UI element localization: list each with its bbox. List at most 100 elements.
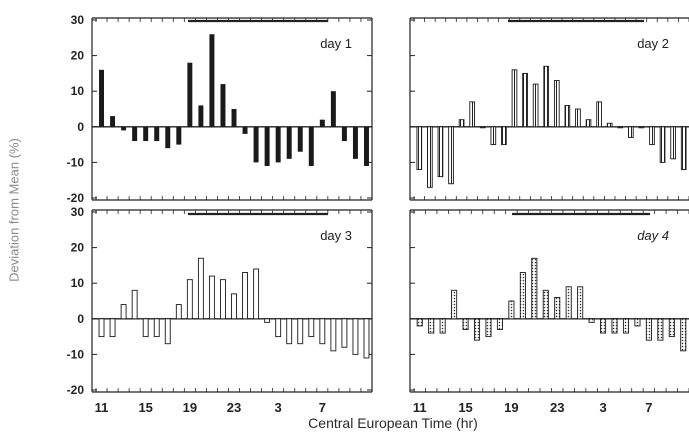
bar: [606, 122, 613, 128]
bar: [439, 318, 446, 334]
bar: [319, 119, 325, 127]
bar: [209, 34, 215, 127]
panel-title: day 1: [320, 36, 352, 51]
bar: [428, 318, 435, 334]
chart-panel-1: 30 20 10 0 -10 -20 day 1: [67, 13, 373, 205]
bar: [670, 126, 676, 160]
bar: [175, 304, 182, 320]
bar: [264, 318, 271, 323]
bar: [634, 318, 641, 327]
x-tick-label: 23: [550, 400, 564, 415]
bar: [462, 318, 469, 330]
bar: [220, 84, 226, 127]
bar: [153, 318, 160, 338]
bar: [275, 126, 281, 163]
y-tick-label: 30: [71, 13, 85, 27]
bar: [611, 318, 618, 334]
bar: [253, 268, 260, 320]
bar: [231, 293, 237, 320]
bar: [496, 318, 503, 330]
y-tick-label: -20: [67, 191, 85, 205]
x-tick-label: 3: [275, 400, 282, 415]
bar: [131, 289, 138, 320]
x-tick-label: 11: [95, 400, 109, 415]
bar: [473, 318, 481, 341]
bar: [451, 289, 458, 320]
bar: [645, 318, 652, 341]
y-tick-label: -20: [67, 383, 85, 397]
bar: [187, 62, 193, 127]
bar: [308, 126, 314, 166]
bar: [143, 126, 149, 142]
bar: [600, 318, 607, 334]
bar: [198, 105, 204, 127]
x-tick-label: 3: [599, 400, 606, 415]
bar: [649, 126, 655, 146]
bar: [680, 126, 687, 170]
bar: [448, 126, 454, 185]
bar: [565, 286, 572, 320]
bar: [98, 318, 105, 338]
bar: [352, 126, 358, 159]
y-tick-label: 20: [71, 49, 85, 63]
x-tick-label: 15: [458, 400, 472, 415]
bar: [522, 72, 528, 128]
bar: [469, 101, 476, 128]
bar: [554, 296, 561, 320]
bar: [585, 119, 592, 128]
bar: [553, 80, 560, 128]
bar: [416, 318, 423, 327]
bar: [668, 318, 675, 338]
bar: [508, 300, 515, 320]
bar: [220, 279, 226, 320]
y-tick-label: 10: [71, 84, 85, 98]
bar: [577, 286, 584, 320]
chart-panel-3: 30 20 10 0 -10 -20 11 15 19 23 3 7 day 3: [67, 205, 373, 415]
bar: [680, 318, 687, 352]
bar: [142, 318, 149, 338]
bar: [622, 318, 630, 334]
bar: [176, 126, 182, 145]
x-tick-label: 19: [183, 400, 197, 415]
y-tick-label: 0: [77, 312, 84, 326]
bar: [286, 126, 292, 159]
bar: [275, 318, 282, 338]
bar: [479, 126, 486, 129]
bar: [154, 126, 160, 142]
bar: [253, 126, 259, 163]
bar: [197, 257, 204, 320]
bar: [532, 83, 539, 128]
bar: [543, 65, 550, 128]
bar: [427, 126, 433, 188]
bar: [588, 318, 595, 323]
bar: [297, 126, 303, 152]
bar: [109, 318, 116, 338]
x-axis-label: Central European Time (hr): [308, 415, 478, 431]
bar: [186, 279, 193, 320]
panel-title: day 4: [637, 228, 669, 243]
bar: [511, 69, 518, 128]
bar: [121, 126, 127, 131]
bar: [341, 318, 348, 348]
x-tick-label: 7: [319, 400, 326, 415]
bar: [659, 126, 666, 163]
bar: [132, 126, 138, 142]
bar: [542, 289, 549, 320]
bar: [416, 126, 423, 170]
bar: [490, 126, 497, 146]
y-tick-label: 10: [71, 276, 85, 290]
bar: [564, 104, 571, 128]
bar: [264, 126, 270, 166]
bar: [120, 304, 127, 320]
bar: [501, 126, 507, 146]
bar: [519, 272, 526, 320]
x-tick-label: 11: [413, 400, 427, 415]
panel-title: day 2: [637, 36, 669, 51]
bar: [628, 126, 634, 138]
bar: [352, 318, 359, 355]
y-tick-label: 20: [71, 241, 85, 255]
bar: [617, 126, 624, 129]
x-tick-label: 23: [227, 400, 241, 415]
bar: [165, 126, 171, 149]
